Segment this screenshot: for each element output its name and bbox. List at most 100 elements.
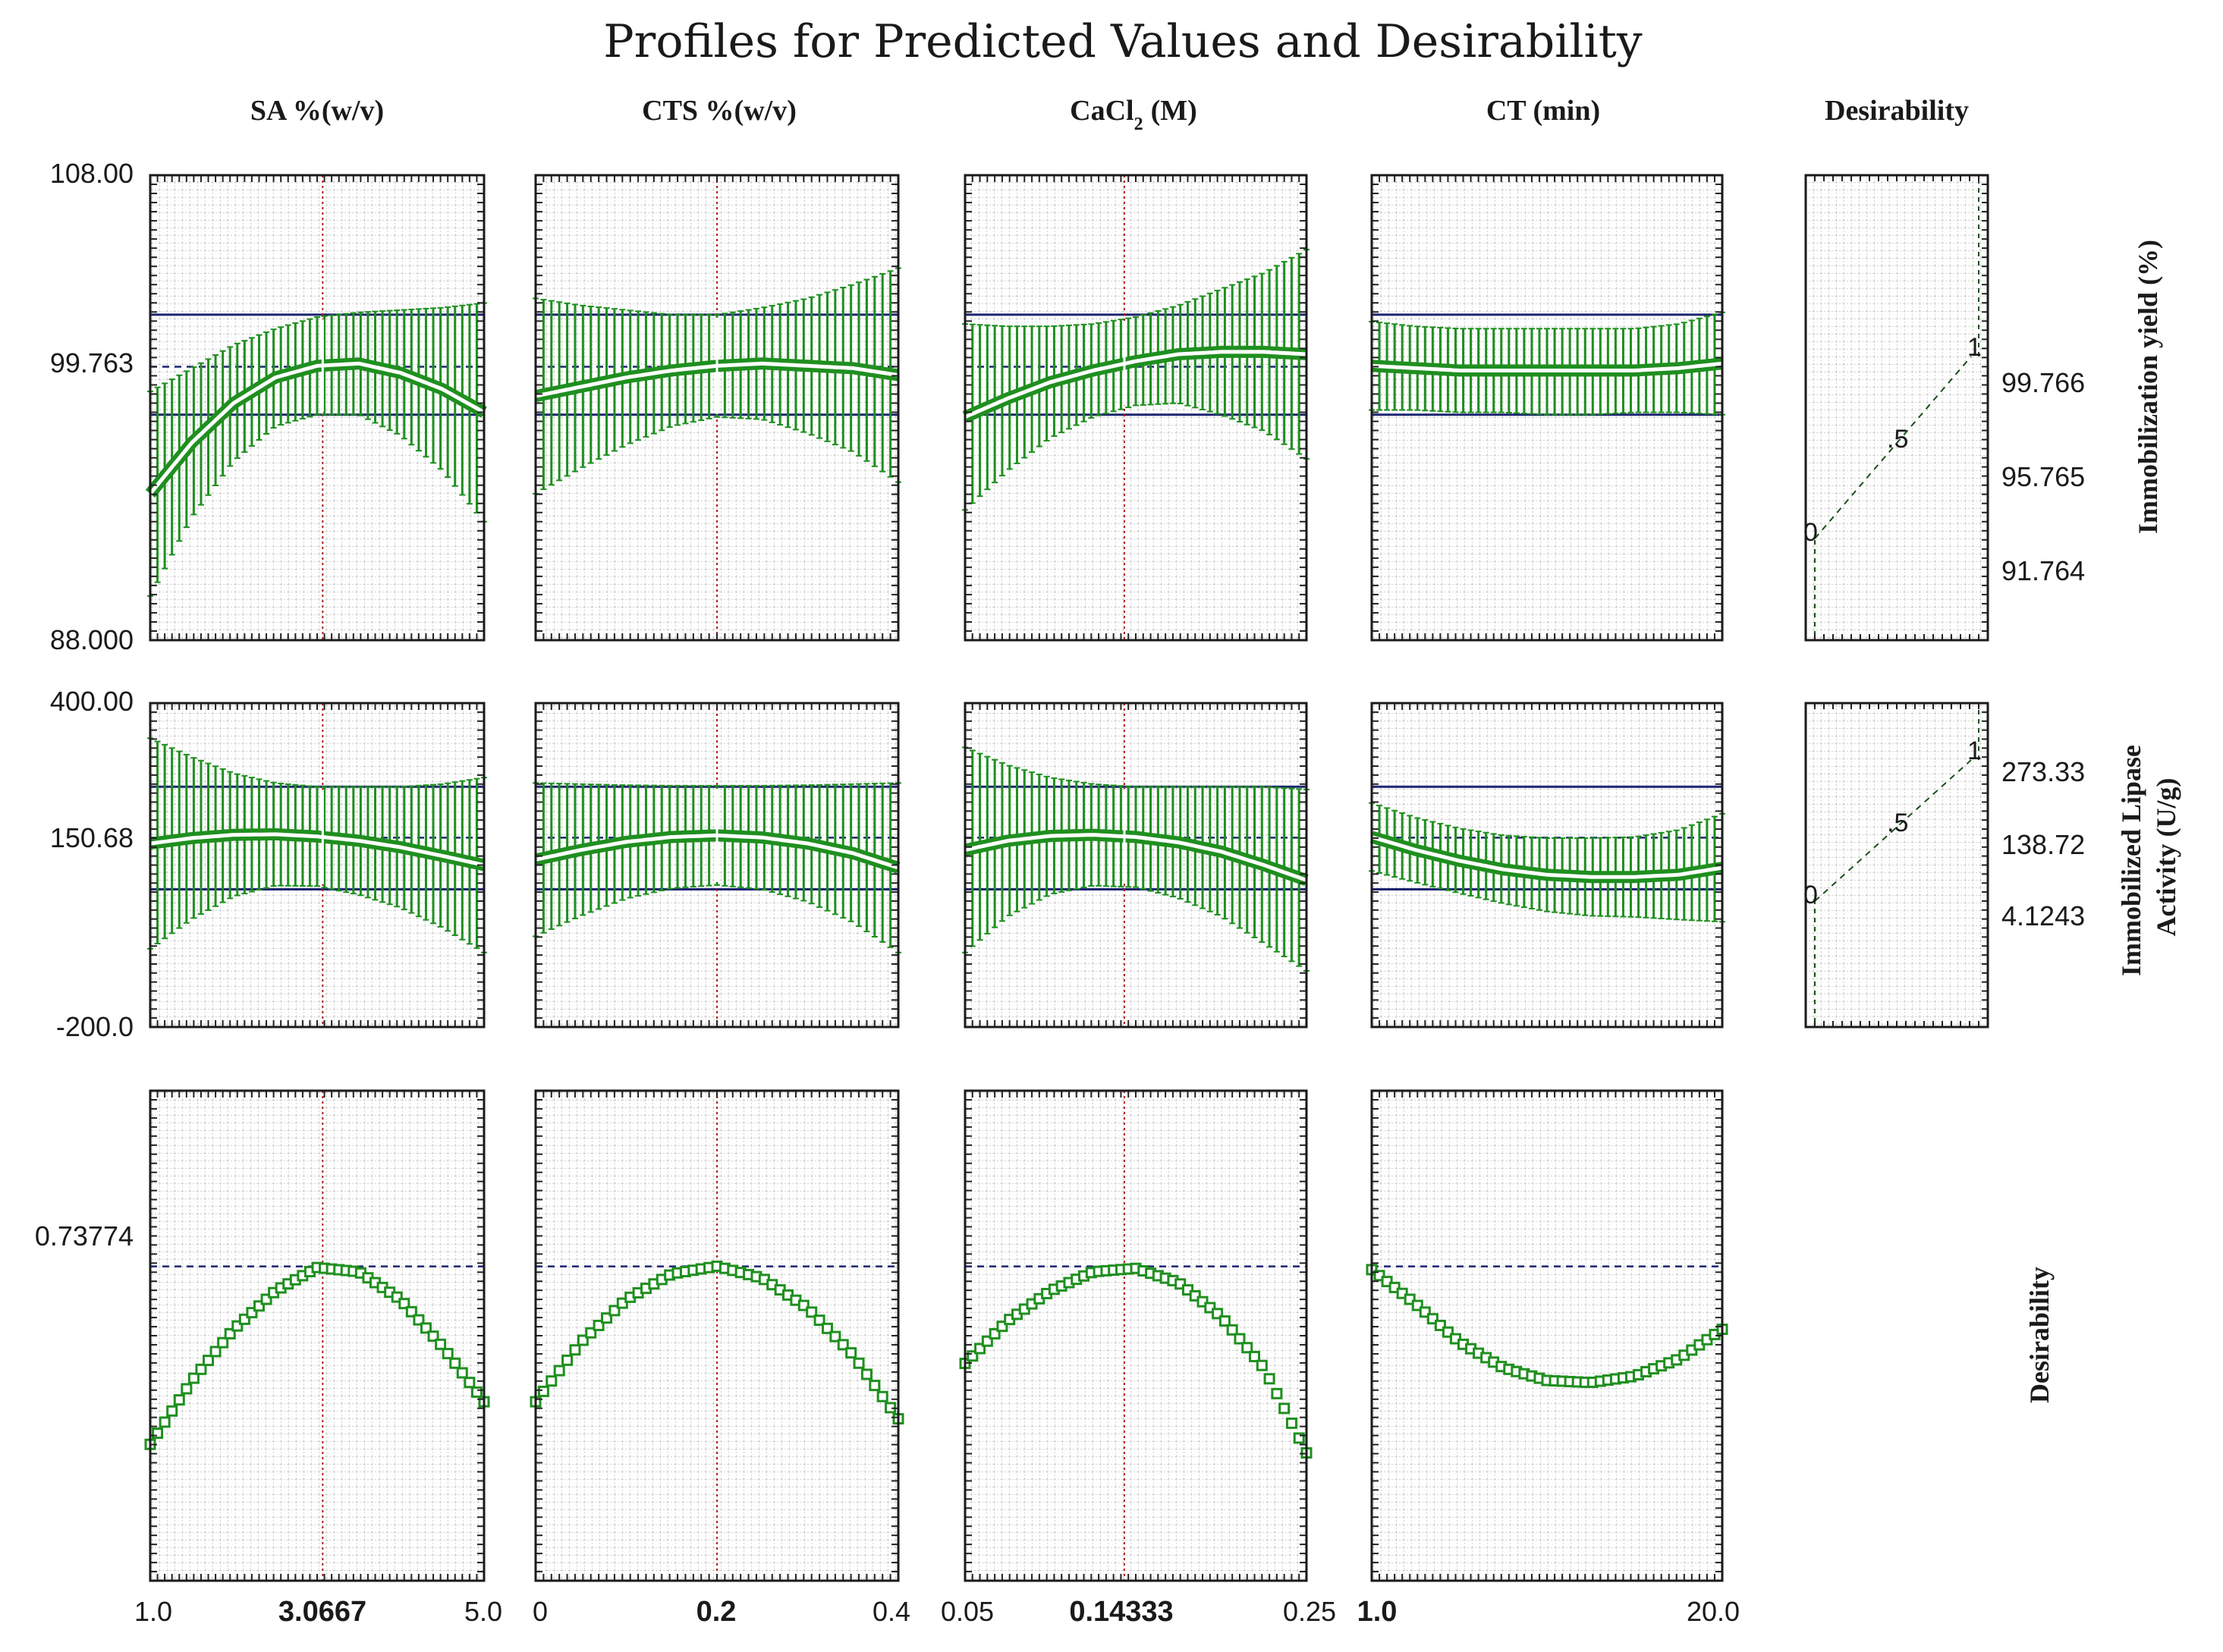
desirability-point — [1249, 1350, 1261, 1362]
desirability-tick-yield-3: 91.764 — [2001, 555, 2085, 586]
ytick-activity-top: 400.00 — [50, 686, 134, 717]
xtick-sa-min: 1.0 — [134, 1596, 172, 1627]
desirability-point — [537, 1385, 549, 1397]
ytick-yield-current: 99.763 — [50, 347, 134, 378]
panel-frame — [149, 174, 486, 642]
desirability-point — [1263, 1373, 1275, 1385]
chart-title: Profiles for Predicted Values and Desira… — [603, 15, 1643, 68]
panel-activity-cacl2 — [962, 702, 1310, 1029]
prediction-band-center — [964, 833, 1307, 882]
desirability-point — [449, 1357, 461, 1369]
desirability-point — [152, 1427, 164, 1440]
desirability-mark-yield-0: 0 — [1803, 518, 1818, 547]
desirability-ramp — [1814, 356, 1972, 539]
desirability-tick-activity-1: 273.33 — [2001, 756, 2085, 787]
panel-desirability-cts — [530, 1089, 904, 1582]
panel-activity-sa — [147, 702, 487, 1029]
ytick-yield-top: 108.00 — [50, 158, 134, 189]
ytick-desirability-current: 0.73774 — [35, 1220, 134, 1252]
desirability-frame — [1804, 702, 1989, 1029]
desirability-point — [1226, 1324, 1238, 1336]
desirability-point — [435, 1338, 447, 1350]
desirability-plot-area — [1806, 703, 1988, 1027]
desirability-point — [203, 1355, 215, 1367]
factor-header-cacl2: CaCl2 (M) — [1070, 95, 1197, 134]
desirability-function-yield — [1804, 174, 1989, 642]
xtick-cacl2-current: 0.14333 — [1069, 1596, 1173, 1628]
desirability-point — [470, 1386, 483, 1398]
desirability-point — [1271, 1387, 1283, 1399]
panel-frame — [149, 1089, 486, 1582]
panel-frame — [1370, 702, 1724, 1029]
panel-yield-cts — [533, 174, 901, 642]
desirability-point — [853, 1357, 865, 1369]
desirability-mark-activity-1: 1 — [1967, 736, 1982, 765]
desirability-mark-yield-1: 1 — [1967, 333, 1982, 362]
desirability-point — [166, 1405, 178, 1417]
prediction-band-center — [1371, 361, 1723, 372]
desirability-column-header: Desirability — [1825, 95, 1969, 127]
desirability-point — [413, 1314, 425, 1326]
panel-frame — [149, 702, 486, 1029]
desirability-mark-activity-0: 0 — [1803, 881, 1818, 909]
desirability-point — [173, 1394, 185, 1406]
ytick-activity-bottom: -200.0 — [56, 1011, 134, 1042]
desirability-point — [876, 1390, 888, 1402]
desirability-point — [813, 1314, 825, 1327]
panel-activity-cts — [533, 702, 901, 1029]
desirability-function-activity — [1804, 702, 1989, 1029]
desirability-frame — [1804, 174, 1989, 642]
panel-activity-ct — [1369, 702, 1725, 1029]
desirability-plot-area — [1806, 175, 1988, 640]
xtick-cts-current: 0.2 — [696, 1596, 737, 1628]
desirability-point — [427, 1330, 439, 1343]
prediction-band-center — [964, 350, 1307, 419]
panel-frame — [534, 1089, 900, 1582]
panel-frame — [1370, 1089, 1724, 1582]
prediction-band-center — [149, 361, 486, 495]
desirability-tick-activity-3: 4.1243 — [2001, 900, 2085, 931]
desirability-point — [442, 1348, 454, 1360]
desirability-markers — [144, 1261, 490, 1450]
desirability-point — [464, 1377, 476, 1389]
panel-plot-area — [965, 1091, 1306, 1581]
panel-frame — [964, 702, 1308, 1029]
desirability-point — [860, 1368, 873, 1380]
factor-header-ct: CT (min) — [1486, 95, 1600, 127]
xtick-cts-min: 0 — [533, 1596, 548, 1627]
prediction-band-center — [1371, 835, 1723, 879]
desirability-point — [553, 1365, 565, 1377]
panel-desirability-sa — [144, 1089, 490, 1582]
desirability-point — [187, 1372, 200, 1384]
desirability-point — [845, 1347, 857, 1359]
response-label-yield: Immobilization yield (%) — [2133, 240, 2163, 534]
prediction-band-center — [149, 832, 485, 867]
desirability-point — [1218, 1315, 1231, 1327]
desirability-point — [821, 1322, 833, 1334]
xtick-cacl2-max: 0.25 — [1283, 1596, 1336, 1627]
desirability-point — [806, 1306, 818, 1318]
desirability-point — [1278, 1402, 1291, 1415]
desirability-point — [159, 1416, 171, 1428]
desirability-markers — [959, 1262, 1313, 1459]
panel-plot-area — [965, 175, 1306, 640]
desirability-point — [829, 1330, 841, 1343]
panel-frame — [534, 702, 900, 1029]
desirability-point — [837, 1339, 849, 1351]
panel-yield-ct — [1369, 174, 1725, 642]
desirability-point — [217, 1336, 229, 1349]
desirability-tick-yield-2: 95.765 — [2001, 461, 2085, 492]
panel-frame — [964, 1089, 1308, 1582]
panel-yield-sa — [145, 174, 487, 642]
desirability-mark-yield-half: .5 — [1887, 425, 1908, 454]
desirability-point — [1256, 1359, 1268, 1371]
factor-header-cts: CTS %(w/v) — [642, 95, 797, 127]
panel-frame — [1370, 174, 1724, 642]
confidence-bars — [147, 737, 487, 953]
panel-desirability-cacl2 — [959, 1089, 1313, 1582]
desirability-markers — [530, 1260, 904, 1425]
response-label-desirability: Desirability — [2024, 1267, 2055, 1403]
panel-desirability-ct — [1366, 1089, 1728, 1582]
desirability-point — [869, 1380, 881, 1392]
